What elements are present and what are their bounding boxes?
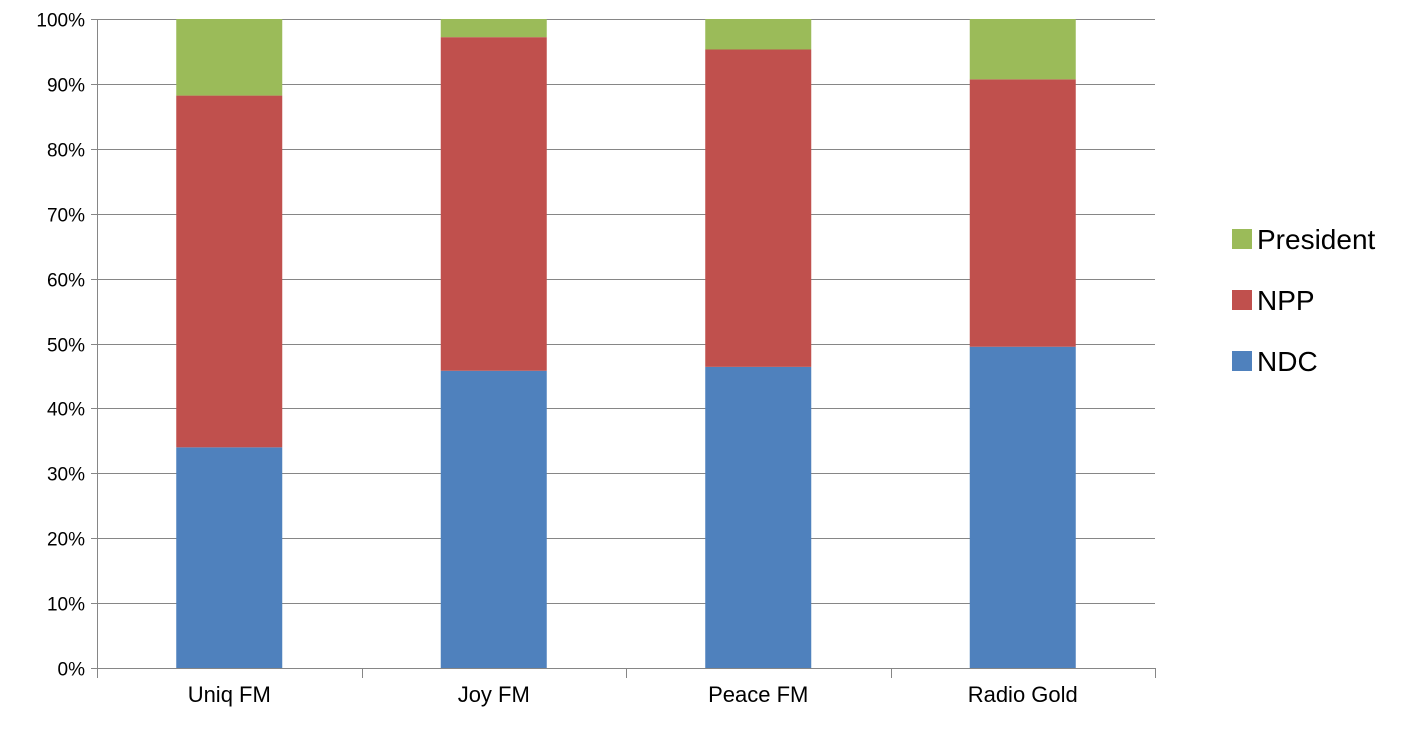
legend-swatch-president: [1232, 229, 1252, 249]
bar-segment-president: [176, 19, 283, 96]
legend-label-npp: NPP: [1257, 285, 1315, 316]
y-tick-label: 100%: [36, 11, 85, 32]
bar-segment-ndc: [176, 447, 283, 668]
bar-segment-npp: [176, 95, 283, 448]
bar-segment-ndc: [969, 346, 1076, 668]
legend: President NPP NDC: [1232, 224, 1376, 377]
y-tick-label: 70%: [47, 206, 85, 227]
x-tick-labels: Uniq FM Joy FM Peace FM Radio Gold: [188, 682, 1078, 707]
legend-label-ndc: NDC: [1257, 346, 1318, 377]
y-tick-label: 40%: [47, 400, 85, 421]
bar-segment-president: [705, 19, 812, 50]
x-tick-label: Uniq FM: [188, 682, 271, 707]
legend-swatch-npp: [1232, 290, 1252, 310]
x-tick-label: Peace FM: [708, 682, 808, 707]
bar-segment-president: [440, 19, 547, 38]
y-tick-label: 80%: [47, 141, 85, 162]
x-tick-label: Radio Gold: [968, 682, 1078, 707]
legend-label-president: President: [1257, 224, 1376, 255]
y-tick-label: 30%: [47, 465, 85, 486]
y-tick-label: 20%: [47, 530, 85, 551]
legend-swatch-ndc: [1232, 351, 1252, 371]
y-tick-label: 10%: [47, 595, 85, 616]
axes: [97, 19, 1156, 678]
bar-segment-npp: [440, 37, 547, 371]
y-tick-label: 60%: [47, 271, 85, 292]
bar-segment-president: [969, 19, 1076, 80]
bar-segment-npp: [705, 49, 812, 367]
x-tick-label: Joy FM: [458, 682, 530, 707]
bar-segment-ndc: [440, 370, 547, 668]
bars: [176, 19, 1076, 668]
y-tick-labels: 0% 10% 20% 30% 40% 50% 60% 70% 80% 90% 100%: [36, 11, 85, 681]
y-tick-label: 90%: [47, 76, 85, 97]
bar-segment-npp: [969, 79, 1076, 347]
y-tick-label: 0%: [58, 660, 86, 681]
y-tick-label: 50%: [47, 336, 85, 357]
bar-segment-ndc: [705, 366, 812, 668]
